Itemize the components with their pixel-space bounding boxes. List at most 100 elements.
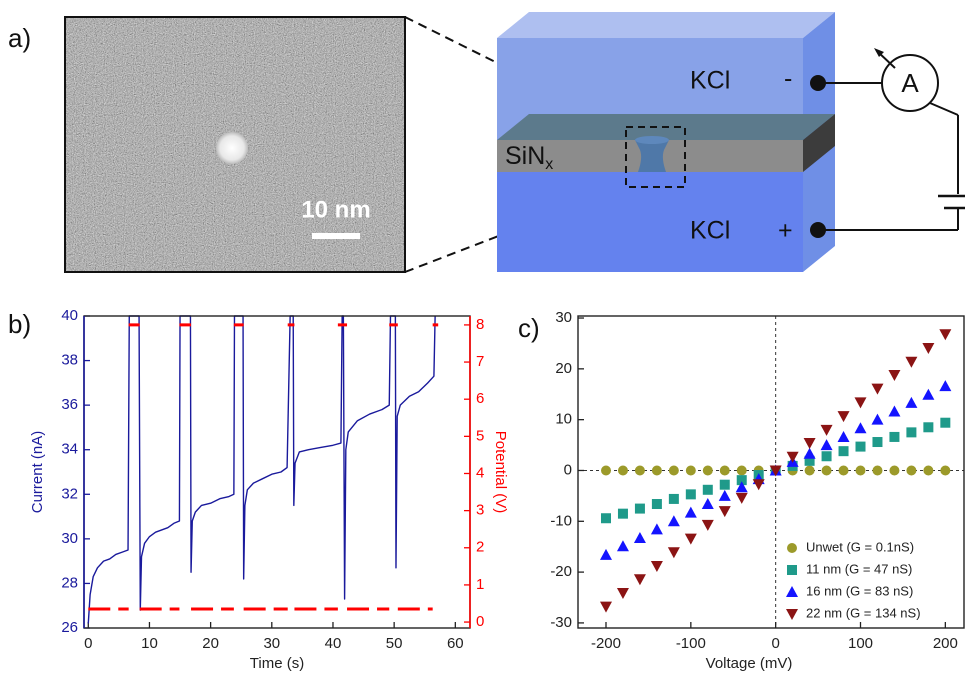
marker (906, 465, 917, 476)
legend-label: 22 nm (G = 134 nS) (806, 605, 921, 620)
marker (888, 369, 901, 381)
panel-label: b) (8, 309, 31, 339)
marker (633, 532, 646, 544)
y2-tick-label: 3 (476, 502, 484, 519)
marker (651, 499, 662, 510)
marker (667, 547, 680, 559)
marker (905, 356, 918, 368)
marker (702, 484, 713, 495)
pore-mouth (635, 136, 669, 144)
marker (702, 465, 713, 476)
scale-bar (312, 233, 360, 239)
marker (837, 411, 850, 423)
nanopore (216, 132, 248, 164)
x-tick-label: -200 (591, 635, 621, 652)
marker (718, 506, 731, 518)
y-axis-label: Current (nA) (29, 431, 46, 514)
arrowhead (874, 48, 884, 57)
marker (939, 380, 952, 392)
marker (718, 489, 731, 501)
marker (735, 481, 748, 493)
marker (855, 465, 866, 476)
x-axis-label: Voltage (mV) (706, 655, 793, 672)
tem-image: 10 nm (64, 16, 406, 273)
marker (786, 451, 799, 463)
marker (838, 446, 849, 457)
marker (889, 465, 900, 476)
marker (803, 438, 816, 450)
chart: 0 10 20 30 40 50 602628303234363840012345678Ti… (29, 307, 509, 672)
marker (804, 455, 815, 466)
y2-tick-label: 8 (476, 316, 484, 333)
y-tick-label: 20 (555, 360, 572, 377)
legend-label: 11 nm (G = 47 nS) (806, 561, 912, 576)
y2-tick-label: 6 (476, 390, 484, 407)
tem-border (64, 16, 406, 273)
ammeter-label: A (901, 68, 919, 98)
marker (923, 465, 934, 476)
legend-marker (787, 543, 797, 553)
marker (599, 548, 612, 560)
y2-tick-label: 7 (476, 353, 484, 370)
membrane-label-sub: x (545, 156, 553, 173)
marker (820, 439, 833, 451)
polarity: + (778, 217, 793, 245)
zoom-box (625, 126, 686, 188)
marker (685, 465, 696, 476)
x-tick-label: -100 (676, 635, 706, 652)
y2-tick-label: 5 (476, 427, 484, 444)
y2-tick-label: 4 (476, 464, 484, 481)
x-tick-label: 30 (263, 635, 280, 652)
plot-frame (577, 315, 965, 629)
marker (600, 465, 611, 476)
data-line (87, 315, 436, 624)
marker (922, 388, 935, 400)
marker (803, 447, 816, 459)
electrolyte-label: KCl (690, 67, 730, 95)
marker (872, 437, 883, 448)
legend-label: 16 nm (G = 83 nS) (806, 583, 913, 598)
electrolyte-label: KCl (690, 217, 730, 245)
ammeter (881, 54, 939, 112)
marker (616, 587, 629, 599)
y-tick-label: 32 (61, 485, 78, 502)
polarity: - (784, 65, 792, 93)
marker (667, 515, 680, 527)
x-tick-label: 100 (848, 635, 873, 652)
marker (684, 506, 697, 518)
y-tick-label: 40 (61, 307, 78, 324)
marker (752, 479, 765, 491)
y2-tick-label: 0 (476, 613, 484, 630)
plot-frame (83, 315, 471, 629)
marker (650, 523, 663, 535)
wire (929, 102, 959, 116)
marker (872, 465, 883, 476)
scale-bar-label: 10 nm (301, 196, 370, 223)
marker (735, 492, 748, 504)
y-tick-label: 34 (61, 441, 78, 458)
marker (617, 508, 628, 519)
y-tick-label: 36 (61, 396, 78, 413)
legend-marker (787, 565, 797, 575)
marker (736, 465, 747, 476)
membrane-label: SiNx (505, 142, 553, 174)
marker (719, 465, 730, 476)
marker (668, 465, 679, 476)
y-tick-label: 30 (61, 530, 78, 547)
y2-tick-label: 1 (476, 576, 484, 593)
marker (820, 424, 833, 436)
y-tick-label: 30 (555, 309, 572, 326)
marker (617, 465, 628, 476)
marker (940, 417, 951, 428)
marker (736, 475, 747, 486)
x-tick-label: 20 (202, 635, 219, 652)
marker (701, 498, 714, 510)
x-tick-label: 200 (933, 635, 958, 652)
y-tick-label: 0 (564, 461, 572, 478)
y-tick-label: 28 (61, 574, 78, 591)
pore-channel (635, 140, 669, 172)
y-tick-label: -30 (550, 614, 572, 631)
marker (668, 493, 679, 504)
